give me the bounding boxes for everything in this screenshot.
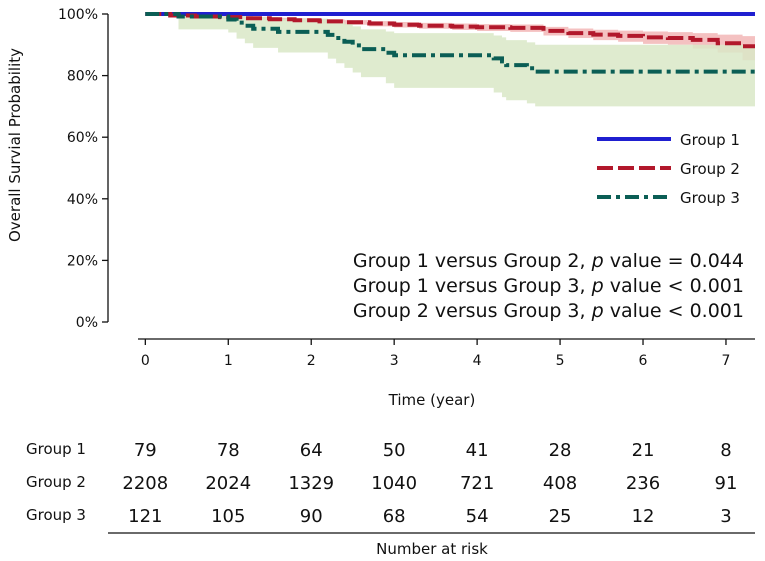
- risk-value: 236: [626, 473, 660, 494]
- risk-value: 54: [466, 506, 489, 527]
- p-value-suffix: value < 0.001: [604, 300, 744, 322]
- risk-value: 3: [720, 506, 731, 527]
- risk-value: 68: [383, 506, 406, 527]
- p-symbol: p: [591, 300, 604, 322]
- risk-value: 721: [460, 473, 494, 494]
- legend: Group 1 Group 2 Group 3: [597, 131, 740, 207]
- risk-value: 79: [134, 440, 157, 461]
- legend-label-group-2: Group 2: [680, 160, 740, 178]
- risk-value: 1040: [371, 473, 417, 494]
- y-tick-label: 60%: [67, 130, 98, 146]
- risk-value: 91: [715, 473, 738, 494]
- risk-value: 21: [632, 440, 655, 461]
- p-value-prefix: Group 1 versus Group 3,: [353, 275, 592, 297]
- x-tick-label: 2: [307, 353, 316, 369]
- risk-value: 50: [383, 440, 406, 461]
- p-value-suffix: value < 0.001: [604, 275, 744, 297]
- risk-row-label: Group 2: [26, 473, 86, 491]
- axes: 0% 20% 40% 60% 80% 100% 0 1 2 3 4 5 6 7: [58, 7, 755, 369]
- y-tick-label: 40%: [67, 192, 98, 208]
- risk-value: 105: [211, 506, 245, 527]
- legend-label-group-1: Group 1: [680, 131, 740, 149]
- y-tick-label: 100%: [58, 7, 98, 23]
- risk-row-label: Group 1: [26, 440, 86, 458]
- x-tick-label: 4: [473, 353, 482, 369]
- risk-value: 8: [720, 440, 731, 461]
- risk-table-title: Number at risk: [376, 540, 488, 558]
- p-value-line-3: Group 2 versus Group 3, p value < 0.001: [353, 300, 744, 322]
- y-tick-label: 20%: [67, 253, 98, 269]
- x-tick-label: 7: [722, 353, 731, 369]
- x-tick-label: 5: [556, 353, 565, 369]
- risk-value: 78: [217, 440, 240, 461]
- risk-row-label: Group 3: [26, 506, 86, 524]
- risk-value: 12: [632, 506, 655, 527]
- x-tick-label: 3: [390, 353, 399, 369]
- risk-value: 28: [549, 440, 572, 461]
- x-tick-label: 1: [224, 353, 233, 369]
- p-value-line-2: Group 1 versus Group 3, p value < 0.001: [353, 275, 744, 297]
- p-value-line-1: Group 1 versus Group 2, p value = 0.044: [353, 250, 744, 272]
- risk-value: 408: [543, 473, 577, 494]
- y-tick-label: 80%: [67, 69, 98, 85]
- risk-value: 1329: [288, 473, 334, 494]
- p-value-annotations: Group 1 versus Group 2, p value = 0.044G…: [353, 250, 744, 322]
- y-axis-title: Overall Survial Probability: [6, 48, 24, 242]
- p-value-prefix: Group 2 versus Group 3,: [353, 300, 592, 322]
- x-tick-label: 6: [639, 353, 648, 369]
- risk-value: 2024: [205, 473, 251, 494]
- survival-curves: [145, 12, 755, 74]
- risk-value: 64: [300, 440, 323, 461]
- p-symbol: p: [591, 275, 604, 297]
- curve-group-3: [145, 12, 755, 74]
- risk-table: Group 1 79 78 64 50 41 28 21 8 Group 2 2208 2024 132…: [26, 440, 755, 534]
- ci-band-3: [145, 14, 756, 107]
- x-tick-label: 0: [141, 353, 150, 369]
- risk-value: 121: [128, 506, 162, 527]
- curve-group-2: [145, 12, 755, 49]
- risk-value: 90: [300, 506, 323, 527]
- x-axis-title: Time (year): [388, 391, 476, 409]
- legend-label-group-3: Group 3: [680, 189, 740, 207]
- risk-value: 2208: [122, 473, 168, 494]
- p-symbol: p: [591, 250, 604, 272]
- risk-value: 25: [549, 506, 572, 527]
- p-value-suffix: value = 0.044: [604, 250, 744, 272]
- confidence-bands: [145, 14, 756, 107]
- risk-value: 41: [466, 440, 489, 461]
- y-tick-label: 0%: [76, 315, 98, 331]
- p-value-prefix: Group 1 versus Group 2,: [353, 250, 592, 272]
